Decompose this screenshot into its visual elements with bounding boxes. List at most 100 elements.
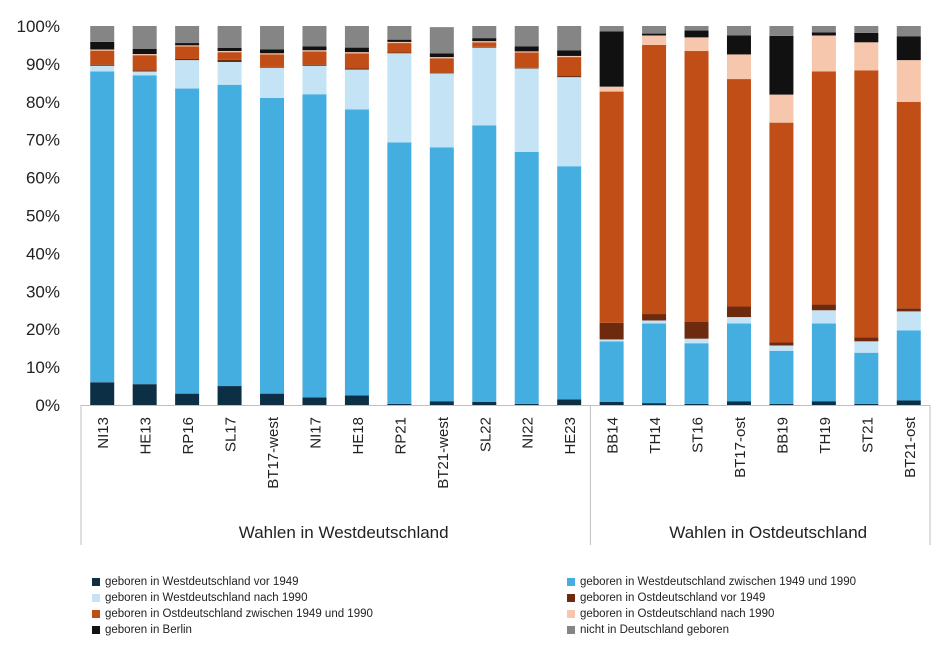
bar-segment <box>811 310 836 324</box>
bar-segment <box>302 65 327 95</box>
group-label: Wahlen in Westdeutschland <box>239 523 449 542</box>
bar-segment <box>557 50 582 56</box>
bar-segment <box>684 338 709 344</box>
bar-segment <box>387 52 412 54</box>
bar-segment <box>217 84 242 387</box>
x-tick-label: BT21-ost <box>902 416 919 478</box>
bar-segment <box>260 53 285 55</box>
bar-segment <box>599 339 624 342</box>
bar-segment <box>344 52 369 54</box>
bar-segment <box>217 51 242 53</box>
bar-segment <box>302 46 327 51</box>
bar-segment <box>132 384 157 405</box>
bar-segment <box>175 26 200 44</box>
stacked-bar-chart: 0% 10% 20% 30% 40% 50% 60% 70% 80% 90% 100% NI13 HE1… <box>17 17 931 545</box>
legend-label: geboren in Berlin <box>105 624 192 636</box>
bar-segment <box>344 53 369 69</box>
bar-segment <box>599 341 624 402</box>
legend-swatch <box>567 626 575 634</box>
y-tick-label: 20% <box>26 320 60 339</box>
bar-segment <box>896 60 921 102</box>
bar-segment <box>557 57 582 77</box>
bar-segment <box>811 401 836 405</box>
y-tick-label: 0% <box>35 396 60 415</box>
bar-segment <box>896 101 921 309</box>
y-tick-label: 40% <box>26 244 60 263</box>
bar-segment <box>896 308 921 312</box>
bar-segment <box>599 86 624 92</box>
bar-segment <box>896 36 921 61</box>
bar-segment <box>132 75 157 385</box>
bar-segment <box>769 403 794 405</box>
bar-segment <box>90 382 115 405</box>
bar-segment <box>514 151 539 404</box>
bar-segment <box>854 42 879 71</box>
bar-segment <box>90 41 115 50</box>
bar-segment <box>260 393 285 405</box>
bar-segment <box>472 125 497 402</box>
bar-segment <box>429 72 454 74</box>
bar-segment <box>896 330 921 401</box>
bar-segment <box>854 403 879 405</box>
legend-swatch <box>92 578 100 586</box>
bar-segment <box>726 306 751 318</box>
bar-segment <box>684 37 709 52</box>
bar-segment <box>302 397 327 405</box>
bar-segment <box>217 47 242 52</box>
bar-segment <box>811 304 836 311</box>
bar-segment <box>854 352 879 404</box>
bar-segment <box>217 26 242 48</box>
legend-item: geboren in Westdeutschland nach 1990 <box>92 592 307 604</box>
bar-segment <box>429 27 454 54</box>
bar-segment <box>90 65 115 72</box>
bar-segment <box>642 314 667 321</box>
bar-segment <box>726 26 751 36</box>
legend-swatch <box>92 610 100 618</box>
bar-segment <box>896 26 921 37</box>
bar-segment <box>514 26 539 47</box>
bar-segment <box>387 53 412 143</box>
bar-segment <box>472 46 497 48</box>
group-label: Wahlen in Ostdeutschland <box>669 523 867 542</box>
bar-segment <box>514 46 539 52</box>
bar-segment <box>132 54 157 56</box>
bar-segment <box>132 26 157 49</box>
bar-segment <box>429 57 454 59</box>
bar-segment <box>302 94 327 398</box>
bar-segment <box>599 31 624 87</box>
bar-segment <box>90 50 115 65</box>
bar-segment <box>429 147 454 402</box>
bar-segment <box>344 109 369 396</box>
legend-item: nicht in Deutschland geboren <box>567 624 729 636</box>
bar-segment <box>429 58 454 73</box>
bar-segment <box>726 323 751 402</box>
legend-item: geboren in Ostdeutschland zwischen 1949 … <box>92 608 373 620</box>
bar-segment <box>132 55 157 71</box>
bar-segment <box>387 41 412 44</box>
bar-segment <box>557 77 582 167</box>
bar-segment <box>472 401 497 405</box>
bar-segment <box>514 52 539 68</box>
y-tick-label: 70% <box>26 131 60 150</box>
bar-segment <box>599 26 624 32</box>
bar-segment <box>769 122 794 343</box>
bar-segment <box>769 342 794 346</box>
bar-segment <box>642 403 667 405</box>
x-tick-label: SL22 <box>477 417 494 452</box>
bar-segment <box>429 401 454 405</box>
x-tick-label: TH19 <box>817 417 834 454</box>
legend-item: geboren in Westdeutschland zwischen 1949… <box>567 576 856 588</box>
bar-segment <box>302 50 327 52</box>
bar-segment <box>726 54 751 80</box>
bar-segment <box>896 311 921 331</box>
x-tick-label: RP16 <box>180 417 197 455</box>
legend-swatch <box>567 594 575 602</box>
bar-segment <box>811 323 836 402</box>
x-tick-label: BT17-west <box>265 416 282 489</box>
legend-item: geboren in Ostdeutschland vor 1949 <box>567 592 765 604</box>
bar-segment <box>429 73 454 148</box>
bar-segment <box>514 68 539 152</box>
bar-segment <box>557 166 582 400</box>
bar-segment <box>811 32 836 36</box>
bar-segment <box>387 26 412 40</box>
